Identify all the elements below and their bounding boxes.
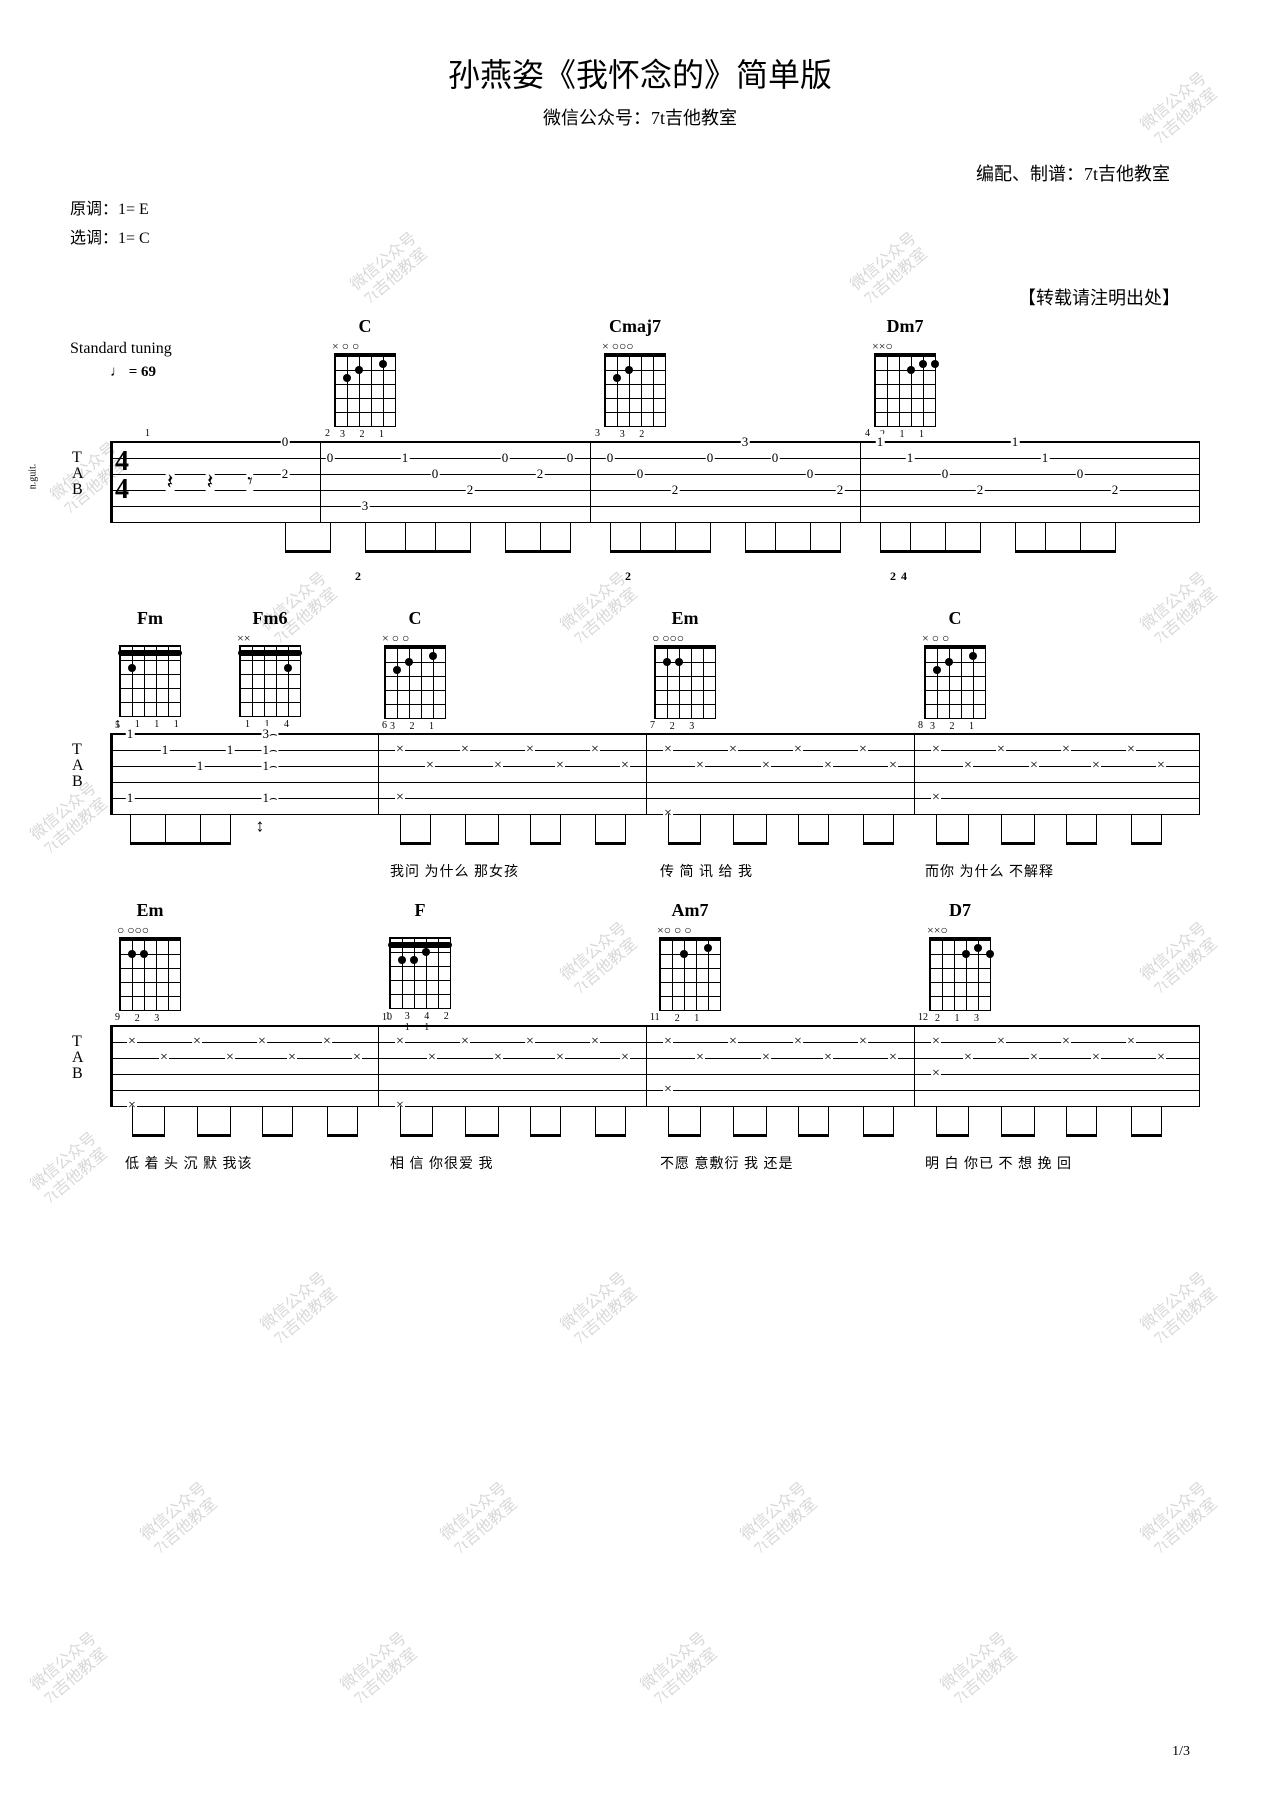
watermark: 微信公众号7t吉他教室	[557, 1269, 643, 1350]
chord-diagram-am7: Am7 ×○ ○ ○ 2 1	[655, 900, 725, 1024]
chord-diagram-f: F 1 3 4 2 1 1	[385, 900, 455, 1033]
tab-system-2: Fm 1 1 1 1 Fm6 ×× 1 1 4 C × ○ ○ 3 2 1 Em…	[70, 733, 1210, 815]
tab-clef: TAB	[72, 450, 84, 498]
watermark: 微信公众号7t吉他教室	[737, 1479, 823, 1560]
lyrics: 不愿 意敷衍 我 还是	[660, 1153, 794, 1173]
credit: 编配、制谱：7t吉他教室	[70, 160, 1210, 186]
watermark: 微信公众号7t吉他教室	[27, 1129, 113, 1210]
time-signature: 44	[115, 448, 129, 504]
repost-note: 【转载请注明出处】	[70, 284, 1210, 310]
page-title: 孙燕姿《我怀念的》简单版	[70, 50, 1210, 96]
instrument-label: n.guit.	[27, 463, 38, 489]
watermark: 微信公众号7t吉他教室	[1137, 1269, 1223, 1350]
watermark: 微信公众号7t吉他教室	[337, 1629, 423, 1710]
lyrics: 而你 为什么 不解释	[925, 861, 1054, 881]
original-key: 原调：1= E	[70, 196, 1210, 225]
selected-key: 选调：1= C	[70, 225, 1210, 254]
chord-diagram-d7: D7 ××○ 2 1 3	[925, 900, 995, 1024]
watermark: 微信公众号7t吉他教室	[557, 919, 643, 1000]
page-number: 1/3	[1172, 1744, 1190, 1760]
tab-clef: TAB	[72, 1034, 84, 1082]
watermark: 微信公众号7t吉他教室	[637, 1629, 723, 1710]
chord-diagram-c: C × ○ ○ 3 2 1	[330, 316, 400, 440]
watermark: 微信公众号7t吉他教室	[137, 1479, 223, 1560]
chord-diagram-dm7: Dm7 ××○ 2 1 1	[870, 316, 940, 440]
chord-diagram-cmaj7: Cmaj7 × ○○○ 3 2	[600, 316, 670, 440]
chord-diagram-c-3: C × ○ ○ 3 2 1	[920, 608, 990, 732]
lyrics: 低 着 头 沉 默 我该	[125, 1153, 253, 1173]
tab-system-1: C × ○ ○ 3 2 1 Cmaj7 × ○○○ 3 2 Dm7 ××○ 2 …	[70, 441, 1210, 523]
watermark: 微信公众号7t吉他教室	[437, 1479, 523, 1560]
tab-system-3: Em ○ ○○○ 2 3 F 1 3 4 2 1 1 Am7 ×○ ○ ○ 2 …	[70, 1025, 1210, 1107]
watermark: 微信公众号7t吉他教室	[1137, 919, 1223, 1000]
watermark: 微信公众号7t吉他教室	[27, 1629, 113, 1710]
watermark: 微信公众号7t吉他教室	[1137, 569, 1223, 650]
watermark: 微信公众号7t吉他教室	[937, 1629, 1023, 1710]
watermark: 微信公众号7t吉他教室	[257, 1269, 343, 1350]
chord-diagram-fm: Fm 1 1 1 1	[115, 608, 185, 730]
tab-clef: TAB	[72, 742, 84, 790]
chord-diagram-c-2: C × ○ ○ 3 2 1	[380, 608, 450, 732]
chord-diagram-fm6: Fm6 ×× 1 1 4	[235, 608, 305, 730]
lyrics: 明 白 你已 不 想 挽 回	[925, 1153, 1072, 1173]
tab-staff-2: TAB 5 6 7 8 1 1 1 1 1 3⌢ 1⌢ 1⌢ 1⌢ ↕ ×× ×…	[110, 733, 1200, 815]
subtitle: 微信公众号：7t吉他教室	[70, 104, 1210, 130]
lyrics: 我问 为什么 那女孩	[390, 861, 519, 881]
chord-diagram-em: Em ○ ○○○ 2 3	[650, 608, 720, 732]
tab-staff-1: TAB 44 1 𝄽 𝄽 𝄾 2 3 4 0 2 0 3 1 0 2 0 2 0…	[110, 441, 1200, 523]
lyrics: 相 信 你很爱 我	[390, 1153, 494, 1173]
watermark: 微信公众号7t吉他教室	[1137, 1479, 1223, 1560]
lyrics: 传 简 讯 给 我	[660, 861, 753, 881]
tab-staff-3: TAB 9 10 11 12 ×× × × × × × × × ×× × × ×…	[110, 1025, 1200, 1107]
chord-diagram-em-2: Em ○ ○○○ 2 3	[115, 900, 185, 1024]
